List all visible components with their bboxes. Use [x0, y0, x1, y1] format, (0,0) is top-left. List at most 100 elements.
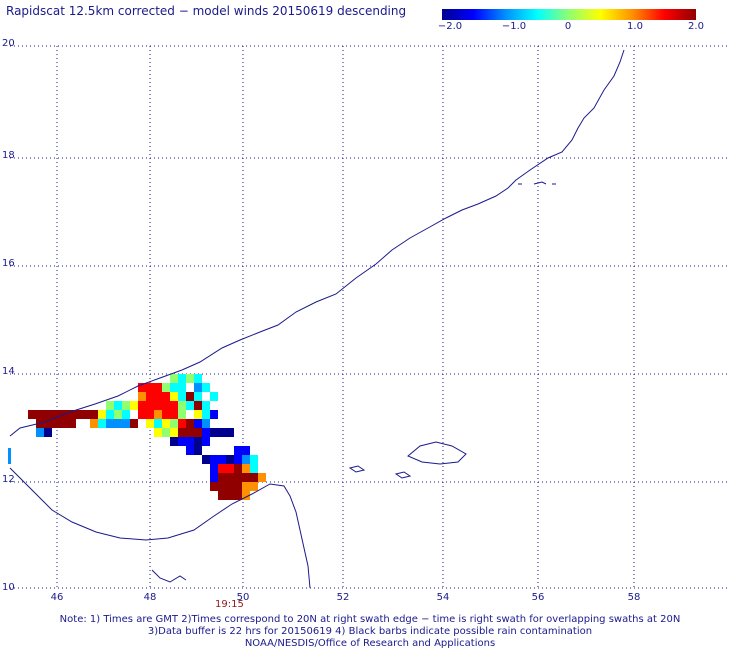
wind-difference-cell: [52, 410, 60, 419]
coastline-somali-inlet: [151, 569, 187, 583]
wind-difference-cell: [194, 437, 202, 446]
wind-difference-cell: [194, 446, 202, 455]
wind-difference-cell: [146, 419, 154, 428]
wind-difference-cell: [186, 401, 194, 410]
wind-difference-cell: [210, 428, 218, 437]
wind-difference-cell: [186, 446, 194, 455]
wind-difference-cell: [234, 473, 242, 482]
wind-difference-cell: [154, 383, 162, 392]
wind-difference-cell: [178, 437, 186, 446]
wind-difference-cell: [226, 482, 234, 491]
wind-difference-cell: [178, 383, 186, 392]
coastline-horn-of-africa: [9, 467, 311, 589]
wind-difference-cell: [8, 448, 11, 464]
wind-difference-cell: [60, 419, 68, 428]
wind-difference-cell: [194, 383, 202, 392]
wind-difference-cell: [242, 464, 250, 473]
wind-difference-cell: [186, 410, 194, 419]
note-line-3: NOAA/NESDIS/Office of Research and Appli…: [244, 638, 496, 649]
wind-difference-cell: [170, 383, 178, 392]
wind-difference-cell: [226, 491, 234, 500]
coastline-socotra: [407, 441, 467, 465]
wind-difference-cell: [218, 473, 226, 482]
wind-difference-cell: [170, 437, 178, 446]
wind-difference-cell: [194, 428, 202, 437]
wind-difference-cell: [122, 401, 130, 410]
y-tick-label: 10: [2, 582, 15, 593]
wind-difference-cell: [226, 473, 234, 482]
x-tick-label: 54: [436, 592, 450, 603]
wind-difference-cell: [138, 410, 146, 419]
wind-difference-cell: [178, 410, 186, 419]
wind-difference-cell: [138, 392, 146, 401]
wind-difference-cell: [218, 482, 226, 491]
colorbar: [442, 9, 696, 20]
wind-difference-cell: [114, 401, 122, 410]
wind-difference-cell: [44, 410, 52, 419]
wind-difference-cell: [28, 410, 36, 419]
wind-difference-cell: [138, 383, 146, 392]
wind-difference-cell: [44, 419, 52, 428]
x-tick-label: 52: [336, 592, 350, 603]
wind-difference-cell: [170, 410, 178, 419]
wind-difference-cell: [146, 392, 154, 401]
wind-difference-cell: [170, 428, 178, 437]
wind-difference-cell: [170, 374, 178, 383]
wind-difference-cell: [210, 473, 218, 482]
graticule: [10, 45, 730, 589]
wind-difference-cell: [194, 374, 202, 383]
wind-difference-cell: [186, 374, 194, 383]
wind-difference-cell: [170, 419, 178, 428]
wind-difference-cell: [146, 383, 154, 392]
map-title: Rapidscat 12.5km corrected − model winds…: [6, 4, 407, 18]
wind-difference-cell: [154, 392, 162, 401]
wind-difference-cell: [162, 410, 170, 419]
wind-difference-cell: [76, 410, 84, 419]
wind-difference-cell: [186, 419, 194, 428]
wind-difference-cell: [242, 446, 250, 455]
wind-difference-cell: [36, 410, 44, 419]
wind-difference-cell: [98, 410, 106, 419]
wind-difference-cell: [178, 419, 186, 428]
wind-difference-cell: [194, 392, 202, 401]
wind-difference-cell: [194, 410, 202, 419]
wind-difference-cell: [36, 428, 44, 437]
wind-difference-cell: [154, 419, 162, 428]
y-tick-label: 20: [2, 38, 15, 49]
wind-difference-cell: [154, 410, 162, 419]
wind-difference-cell: [218, 464, 226, 473]
wind-difference-cell: [130, 401, 138, 410]
y-tick-label: 12: [2, 474, 15, 485]
wind-difference-cell: [92, 410, 100, 419]
wind-difference-cell: [250, 455, 258, 464]
wind-difference-cell: [202, 401, 210, 410]
coastline-arabia: [9, 49, 625, 437]
wind-difference-cell: [234, 482, 242, 491]
wind-difference-cell: [162, 419, 170, 428]
x-tick-label: 50: [236, 592, 250, 603]
note-line-1: Note: 1) Times are GMT 2)Times correspon…: [59, 614, 681, 625]
wind-difference-cell: [250, 482, 258, 491]
wind-difference-cell: [170, 392, 178, 401]
wind-difference-cell: [202, 419, 210, 428]
y-tick-label: 14: [2, 366, 15, 377]
wind-difference-cell: [130, 419, 138, 428]
wind-difference-cell: [114, 410, 122, 419]
colorbar-label: −2.0: [437, 21, 463, 32]
wind-difference-cell: [162, 383, 170, 392]
wind-difference-cell: [250, 464, 258, 473]
wind-difference-cell: [202, 428, 210, 437]
wind-difference-cell: [218, 428, 226, 437]
wind-difference-cell: [226, 464, 234, 473]
x-tick-label: 48: [143, 592, 157, 603]
coastline-kuria-muria: [518, 181, 556, 185]
wind-difference-cell: [226, 428, 234, 437]
wind-difference-cell: [202, 383, 210, 392]
wind-difference-cell: [242, 473, 250, 482]
wind-difference-cell: [106, 410, 114, 419]
wind-difference-cell: [68, 410, 76, 419]
x-tick-label: 46: [50, 592, 64, 603]
x-tick-label: 56: [531, 592, 545, 603]
